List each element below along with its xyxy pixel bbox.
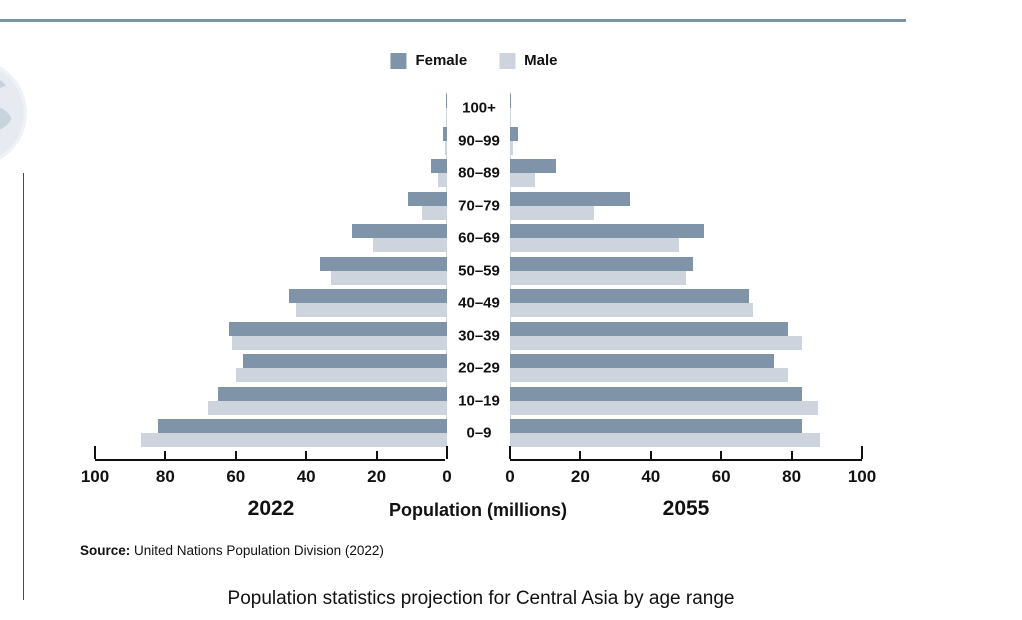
age-axis-label: 90–99 <box>456 132 502 149</box>
x-axis-right <box>510 459 862 461</box>
bar-2022-male-90–99 <box>445 140 447 155</box>
bar-2022-female-80–89 <box>431 159 447 173</box>
legend-male-label: Male <box>524 52 558 69</box>
x-axis-tick-label-right: 0 <box>505 467 515 486</box>
bar-2055-male-80–89 <box>510 173 535 187</box>
legend-female-label: Female <box>415 52 468 69</box>
x-axis-tick-right <box>649 451 652 459</box>
x-axis-tick-right <box>790 451 793 459</box>
age-axis-label: 30–39 <box>456 327 502 344</box>
x-axis-tick-left <box>234 451 237 459</box>
bar-2055-female-50–59 <box>510 256 694 271</box>
bar-2022-female-20–29 <box>242 354 447 368</box>
bar-2022-female-10–19 <box>218 386 447 401</box>
age-axis-label: 80–89 <box>456 164 502 182</box>
age-axis-label: 50–59 <box>456 262 502 279</box>
bar-2022-female-60–69 <box>351 224 447 238</box>
age-axis-label: 70–79 <box>456 197 502 214</box>
globe-watermark-icon <box>0 66 27 160</box>
left-vertical-rule <box>23 173 24 600</box>
legend-item-male: Male <box>499 52 558 69</box>
bar-2055-male-100+ <box>510 108 511 122</box>
x-axis-tick-left <box>446 446 448 459</box>
bar-2022-female-50–59 <box>320 256 447 271</box>
x-axis-tick-label-left: 60 <box>226 467 246 486</box>
bar-2022-female-70–79 <box>408 191 447 206</box>
age-axis-label: 10–19 <box>456 392 502 409</box>
x-axis-tick-label-left: 40 <box>296 467 316 486</box>
bar-2022-female-30–39 <box>228 321 447 336</box>
x-axis-tick-label-right: 80 <box>782 467 802 486</box>
x-axis-tick-label-left: 0 <box>442 467 452 486</box>
year-label-2055: 2055 <box>662 497 710 520</box>
bar-2022-female-100+ <box>445 94 447 108</box>
bar-2022-male-60–69 <box>373 238 447 252</box>
x-axis-tick-label-left: 100 <box>80 467 110 486</box>
bar-2022-male-40–49 <box>295 303 447 317</box>
top-accent-line <box>0 19 906 22</box>
bar-2022-female-90–99 <box>443 126 447 141</box>
x-axis-tick-left <box>375 451 378 459</box>
x-axis-tick-label-left: 20 <box>367 467 387 486</box>
chart-title: Population statistics projection for Cen… <box>227 588 735 609</box>
bar-2022-male-0–9 <box>140 433 447 447</box>
legend-item-female: Female <box>390 52 467 69</box>
bar-2055-female-30–39 <box>510 321 789 336</box>
age-axis-label: 40–49 <box>456 294 502 312</box>
bar-2055-male-10–19 <box>510 400 818 415</box>
bar-2055-female-80–89 <box>510 159 556 173</box>
bar-2055-male-50–59 <box>510 270 686 285</box>
male-color-swatch <box>499 52 516 69</box>
bar-2055-female-10–19 <box>510 386 803 401</box>
bar-2022-male-30–39 <box>232 335 447 350</box>
bar-2055-male-0–9 <box>510 433 820 447</box>
bar-2055-female-60–69 <box>510 224 704 238</box>
source-note: Source: United Nations Population Divisi… <box>80 543 384 558</box>
female-color-swatch <box>390 52 407 69</box>
bar-2055-female-90–99 <box>510 126 519 141</box>
bar-2022-female-40–49 <box>288 289 447 303</box>
bar-2022-male-50–59 <box>330 270 447 285</box>
bar-2055-male-60–69 <box>510 238 679 252</box>
x-axis-left <box>95 459 445 461</box>
bar-2022-male-100+ <box>446 108 447 122</box>
bar-2022-male-80–89 <box>438 173 447 187</box>
bar-2055-female-70–79 <box>510 191 630 206</box>
x-axis-tick-left <box>94 446 96 459</box>
age-axis-label: 20–29 <box>456 359 502 377</box>
age-axis-label: 60–69 <box>456 229 502 247</box>
bar-2055-male-30–39 <box>510 335 803 350</box>
bar-2022-female-0–9 <box>158 419 447 433</box>
x-axis-tick-right <box>720 451 723 459</box>
x-axis-tick-left <box>164 451 167 459</box>
x-axis-tick-left <box>305 451 308 459</box>
bar-2022-male-20–29 <box>235 368 447 382</box>
source-text: United Nations Population Division (2022… <box>130 543 384 558</box>
x-axis-title: Population (millions) <box>389 500 567 520</box>
bar-2055-female-0–9 <box>510 419 803 433</box>
bar-2022-male-10–19 <box>207 400 447 415</box>
source-prefix: Source: <box>80 543 131 558</box>
x-axis-tick-right <box>861 446 863 459</box>
chart-legend: Female Male <box>390 52 558 69</box>
bar-2055-male-40–49 <box>510 303 753 317</box>
age-axis-label: 0–9 <box>464 424 494 442</box>
x-axis-tick-right <box>509 446 511 459</box>
bar-2022-male-70–79 <box>422 205 447 220</box>
bar-2055-male-70–79 <box>510 205 595 220</box>
bar-2055-female-40–49 <box>510 289 750 303</box>
x-axis-tick-label-right: 40 <box>641 467 661 486</box>
age-axis-label: 100+ <box>460 99 498 117</box>
x-axis-tick-label-left: 80 <box>155 467 175 486</box>
x-axis-tick-label-right: 20 <box>570 467 590 486</box>
bar-2055-female-100+ <box>510 94 512 108</box>
bar-2055-male-90–99 <box>510 140 514 155</box>
x-axis-tick-label-right: 60 <box>711 467 731 486</box>
bar-2055-female-20–29 <box>510 354 774 368</box>
bar-2055-male-20–29 <box>510 368 789 382</box>
x-axis-tick-right <box>579 451 582 459</box>
x-axis-tick-label-right: 100 <box>847 467 877 486</box>
year-label-2022: 2022 <box>247 497 295 520</box>
